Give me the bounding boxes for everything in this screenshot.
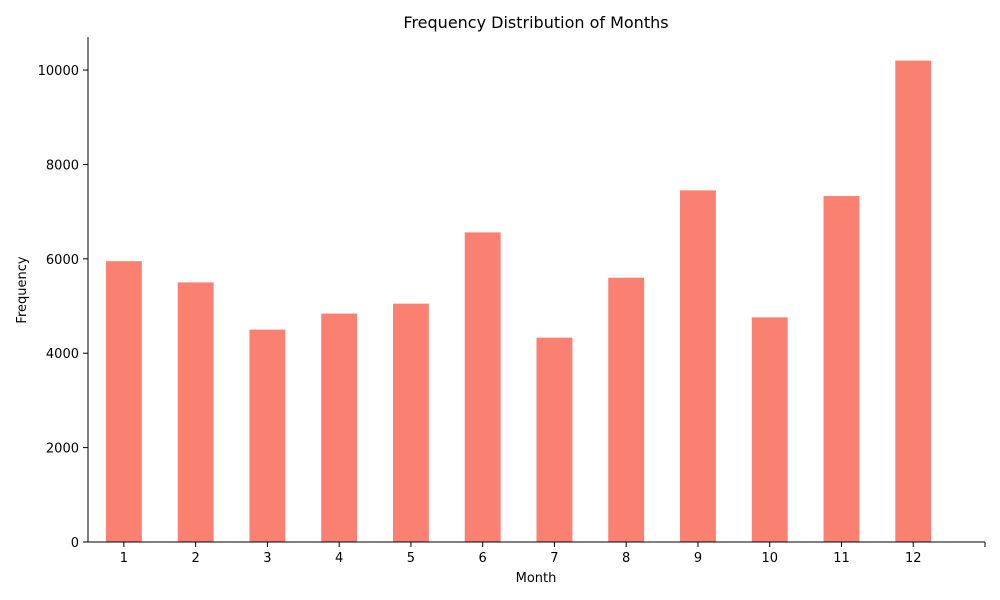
x-tick-label: 8 bbox=[622, 551, 630, 566]
x-tick-label: 2 bbox=[191, 551, 199, 566]
bar-month-12 bbox=[895, 60, 932, 542]
chart-title: Frequency Distribution of Months bbox=[403, 13, 668, 32]
x-tick-label: 1 bbox=[120, 551, 128, 566]
x-axis-label: Month bbox=[516, 571, 557, 586]
bar-month-9 bbox=[680, 190, 716, 542]
x-tick-label: 11 bbox=[833, 551, 850, 566]
bar-month-8 bbox=[608, 277, 645, 542]
x-tick-label: 4 bbox=[335, 551, 343, 566]
y-tick-label: 2000 bbox=[46, 442, 79, 457]
bar-month-11 bbox=[823, 196, 860, 543]
x-tick-label: 6 bbox=[479, 551, 487, 566]
bar-month-10 bbox=[751, 317, 788, 542]
y-tick-label: 10000 bbox=[38, 64, 79, 79]
bar-month-5 bbox=[392, 303, 429, 542]
y-tick-label: 4000 bbox=[46, 347, 79, 362]
bar-month-3 bbox=[249, 329, 286, 542]
bar-month-6 bbox=[464, 232, 501, 542]
x-tick-label: 9 bbox=[694, 551, 702, 566]
bar-month-1 bbox=[105, 261, 142, 542]
x-tick-label: 3 bbox=[263, 551, 271, 566]
x-tick-label: 10 bbox=[761, 551, 778, 566]
y-tick-label: 8000 bbox=[46, 158, 79, 173]
x-tick-label: 5 bbox=[407, 551, 415, 566]
y-tick-label: 0 bbox=[71, 536, 79, 551]
y-tick-label: 6000 bbox=[46, 253, 79, 268]
y-axis-label: Frequency bbox=[15, 256, 30, 323]
x-tick-label: 12 bbox=[905, 551, 922, 566]
bar-month-4 bbox=[321, 313, 358, 542]
x-tick-label: 7 bbox=[550, 551, 558, 566]
bar-month-7 bbox=[536, 337, 573, 542]
bar-month-2 bbox=[177, 282, 214, 542]
bars-group bbox=[105, 60, 932, 543]
